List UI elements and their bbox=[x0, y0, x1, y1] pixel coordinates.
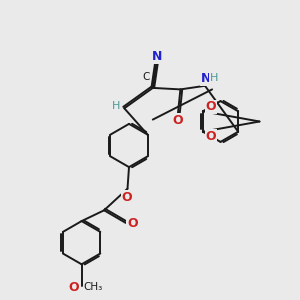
Text: H: H bbox=[112, 101, 120, 111]
Text: N: N bbox=[152, 50, 162, 63]
Text: O: O bbox=[205, 130, 216, 143]
Text: N: N bbox=[200, 72, 211, 85]
Text: O: O bbox=[172, 114, 183, 127]
Text: O: O bbox=[127, 217, 138, 230]
Text: O: O bbox=[205, 100, 216, 113]
Text: CH₃: CH₃ bbox=[83, 282, 103, 292]
Text: C: C bbox=[142, 71, 150, 82]
Text: O: O bbox=[121, 190, 132, 204]
Text: H: H bbox=[210, 73, 218, 83]
Text: O: O bbox=[68, 281, 79, 294]
